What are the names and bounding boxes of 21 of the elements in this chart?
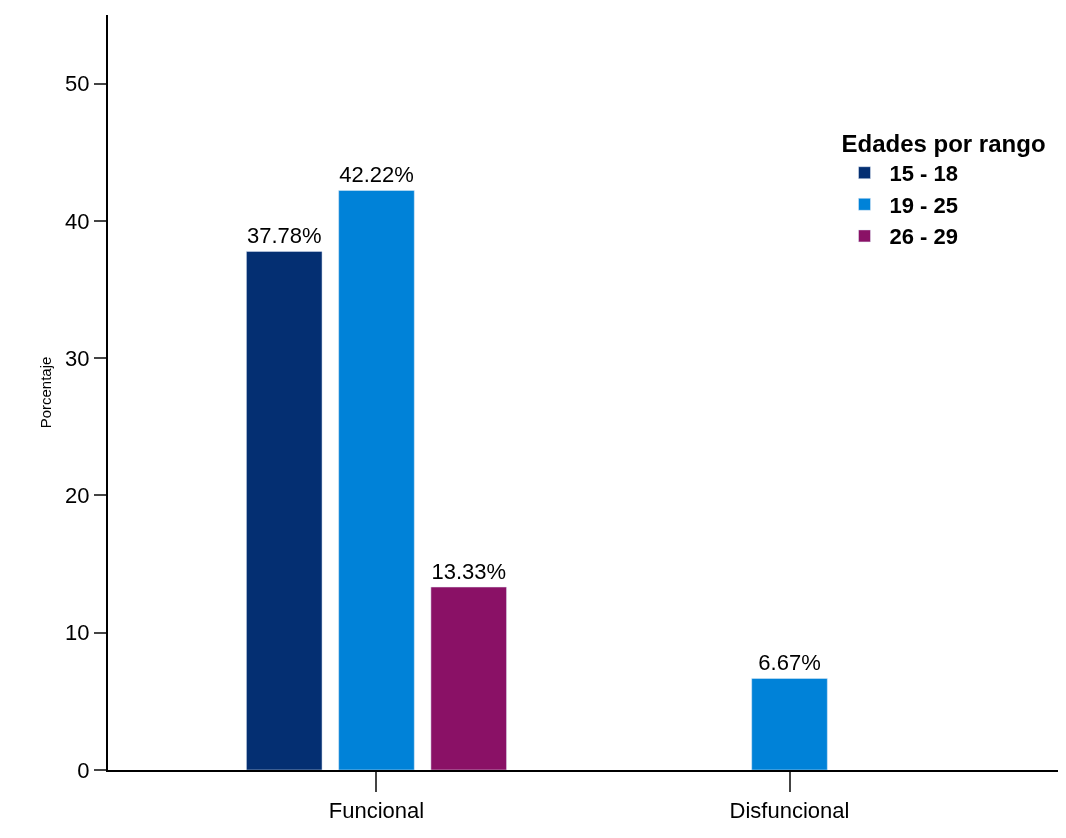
data-label: 37.78% bbox=[246, 223, 322, 249]
data-label: 42.22% bbox=[339, 162, 414, 188]
bar bbox=[751, 678, 828, 770]
bar bbox=[338, 190, 415, 770]
y-tick-label: 30 bbox=[65, 345, 90, 371]
data-label: 13.33% bbox=[431, 559, 507, 585]
y-tick-label: 50 bbox=[65, 71, 90, 97]
bar bbox=[246, 251, 323, 770]
y-tick-label: 0 bbox=[77, 757, 90, 783]
y-tick-label: 10 bbox=[65, 620, 90, 646]
legend-title: Edades por rango bbox=[841, 129, 1046, 157]
bar bbox=[430, 586, 507, 770]
x-tick-label: Disfuncional bbox=[729, 798, 850, 824]
y-tick-label: 20 bbox=[65, 483, 90, 509]
y-axis-title: Porcentaje bbox=[36, 356, 54, 429]
y-tick-label: 40 bbox=[65, 208, 90, 234]
data-label: 6.67% bbox=[758, 650, 821, 676]
x-tick-label: Funcional bbox=[328, 798, 425, 824]
legend-label: 15 - 18 bbox=[889, 161, 958, 187]
legend-label: 26 - 29 bbox=[889, 224, 958, 250]
legend-label: 19 - 25 bbox=[889, 192, 958, 218]
